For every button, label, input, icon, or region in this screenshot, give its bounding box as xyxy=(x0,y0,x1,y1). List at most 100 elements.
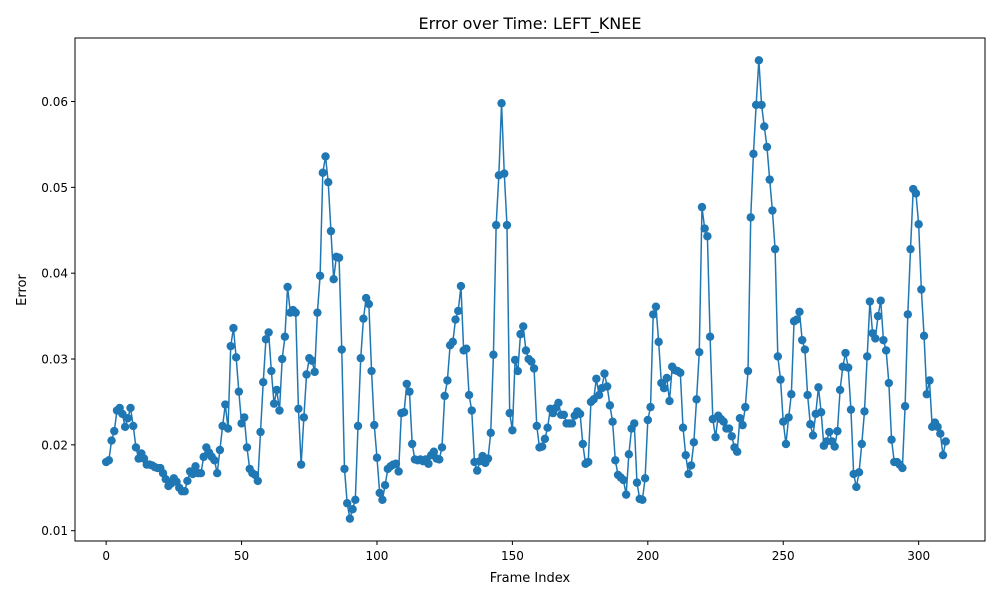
data-point xyxy=(272,385,281,395)
x-tick-label: 50 xyxy=(234,549,249,563)
data-point xyxy=(486,428,495,438)
data-point xyxy=(180,487,189,496)
data-point xyxy=(462,344,471,353)
data-point xyxy=(844,363,853,372)
data-point xyxy=(294,404,303,414)
data-point xyxy=(451,315,460,324)
data-point xyxy=(906,244,915,254)
data-point xyxy=(814,383,823,392)
data-point xyxy=(854,468,864,477)
data-point xyxy=(770,244,780,254)
data-point xyxy=(724,424,734,433)
data-point xyxy=(857,439,866,449)
data-point xyxy=(640,474,650,483)
data-point xyxy=(407,439,417,449)
data-point xyxy=(464,390,474,400)
data-point xyxy=(808,431,818,440)
data-point xyxy=(830,442,839,451)
data-point xyxy=(437,443,447,452)
data-point xyxy=(375,488,384,498)
data-point xyxy=(803,390,812,400)
data-point xyxy=(787,390,796,399)
data-point xyxy=(898,463,907,473)
data-point xyxy=(873,311,883,321)
plot-area: 0 50 100 150 200 250 300 0.01 0.02 0.03 0.04 0.05 0.… xyxy=(41,37,986,563)
data-point xyxy=(299,413,309,422)
data-point xyxy=(399,408,409,417)
data-point xyxy=(307,356,317,365)
data-point xyxy=(876,296,885,305)
data-point xyxy=(348,505,357,514)
data-point xyxy=(231,353,241,362)
data-point xyxy=(345,514,355,523)
data-point xyxy=(825,427,834,437)
data-point xyxy=(903,310,913,319)
data-point xyxy=(283,282,292,292)
data-point xyxy=(749,149,758,159)
data-point xyxy=(567,419,577,428)
data-point xyxy=(107,436,116,445)
data-point xyxy=(860,407,869,416)
data-series xyxy=(101,56,950,523)
data-point xyxy=(510,355,520,365)
data-point xyxy=(342,499,352,508)
data-point xyxy=(621,490,631,499)
data-point xyxy=(936,429,945,438)
data-point xyxy=(914,220,923,229)
data-point xyxy=(454,306,463,316)
data-point xyxy=(887,435,896,444)
data-point xyxy=(554,398,563,407)
data-point xyxy=(508,426,517,435)
data-point xyxy=(703,232,712,241)
y-tick-label: 0.05 xyxy=(41,181,68,195)
data-point xyxy=(602,382,612,391)
data-point xyxy=(505,408,514,418)
data-point xyxy=(605,401,615,410)
data-point xyxy=(919,331,929,341)
data-point xyxy=(242,443,252,452)
data-point xyxy=(911,189,921,198)
data-point xyxy=(435,455,444,464)
data-point xyxy=(754,56,764,65)
data-point xyxy=(324,178,333,187)
data-point xyxy=(646,402,655,412)
data-point xyxy=(638,495,647,504)
data-point xyxy=(212,468,222,478)
data-point xyxy=(302,370,311,379)
data-point xyxy=(269,399,279,408)
data-point xyxy=(326,226,336,236)
data-point xyxy=(234,387,244,396)
x-tick-label: 200 xyxy=(636,549,659,563)
y-tick-label: 0.02 xyxy=(41,438,68,452)
data-point xyxy=(695,347,704,357)
data-point xyxy=(275,406,284,415)
data-point xyxy=(110,426,119,436)
data-point xyxy=(816,408,826,417)
data-point xyxy=(575,409,585,419)
data-point xyxy=(310,367,319,377)
data-point xyxy=(329,275,338,284)
data-point xyxy=(862,352,872,361)
data-point xyxy=(611,456,620,465)
data-point xyxy=(351,495,360,504)
data-point xyxy=(516,329,525,339)
data-point xyxy=(513,366,523,376)
axes-frame xyxy=(74,37,986,542)
y-tick-label: 0.01 xyxy=(41,524,68,538)
data-point xyxy=(938,450,948,460)
x-tick-label: 100 xyxy=(366,549,389,563)
y-tick-label: 0.06 xyxy=(41,95,68,109)
data-point xyxy=(129,421,138,431)
data-point xyxy=(367,366,376,376)
data-point xyxy=(210,456,219,465)
data-point xyxy=(643,415,653,425)
data-point xyxy=(215,445,225,455)
data-point xyxy=(665,396,674,406)
data-point xyxy=(619,475,628,485)
data-point xyxy=(654,337,663,347)
y-axis-label: Error xyxy=(15,274,30,306)
data-point xyxy=(732,447,742,456)
x-axis-label: Frame Index xyxy=(490,571,571,586)
data-point xyxy=(240,413,249,422)
